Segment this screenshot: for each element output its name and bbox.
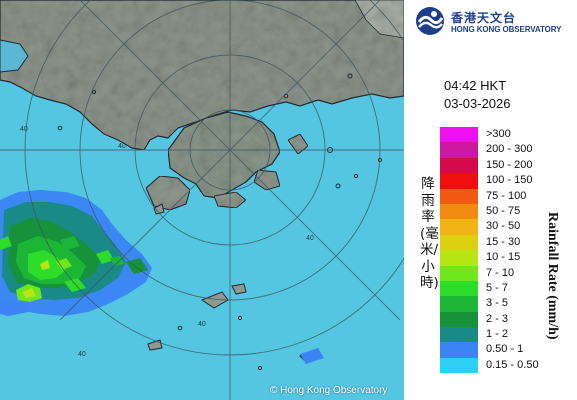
legend-swatch bbox=[440, 265, 478, 281]
legend-title-zh: 降雨率(毫米/小時) bbox=[420, 176, 439, 291]
range-ring-labels: 40 40 40 40 40 bbox=[20, 126, 314, 358]
legend-label: 15 - 30 bbox=[486, 235, 521, 248]
legend-item: 5 - 7 bbox=[440, 280, 575, 297]
legend-label: >300 bbox=[486, 128, 511, 140]
rainfall-rate-legend: >300 200 - 300 150 - 200 100 - 150 75 - 100 5… bbox=[440, 127, 575, 374]
legend-item: 1 - 2 bbox=[440, 327, 575, 343]
legend-label: 30 - 50 bbox=[486, 220, 521, 233]
legend-item: 100 - 150 bbox=[440, 173, 575, 189]
legend-label: 50 - 75 bbox=[486, 204, 521, 217]
legend-label: 0.15 - 0.50 bbox=[486, 358, 539, 371]
legend-label: 2 - 3 bbox=[486, 312, 509, 325]
legend-label: 5 - 7 bbox=[486, 281, 509, 294]
legend-item: 30 - 50 bbox=[440, 219, 575, 235]
legend-item: 50 - 75 bbox=[440, 203, 575, 220]
legend-label: 100 - 150 bbox=[486, 174, 533, 187]
range-ring-label: 40 bbox=[198, 321, 206, 328]
legend-item: 7 - 10 bbox=[440, 265, 575, 281]
radar-map-image: 40 40 40 40 40 bbox=[0, 0, 404, 400]
observation-date: 03-03-2026 bbox=[444, 96, 511, 111]
copyright-notice: © Hong Kong Observatory bbox=[270, 385, 388, 396]
legend-swatch bbox=[440, 234, 478, 251]
legend-swatch bbox=[440, 203, 478, 220]
observation-time: 04:42 HKT bbox=[444, 78, 507, 93]
legend-swatch bbox=[440, 342, 478, 358]
legend-item: 2 - 3 bbox=[440, 311, 575, 328]
legend-label: 75 - 100 bbox=[486, 189, 527, 202]
legend-swatch bbox=[440, 357, 478, 374]
range-ring-label: 40 bbox=[20, 126, 28, 133]
org-name-zh: 香港天文台 bbox=[451, 11, 517, 25]
hko-logo[interactable]: 香港天文台 HONG KONG OBSERVATORY bbox=[415, 6, 575, 38]
legend-label: 3 - 5 bbox=[486, 297, 509, 310]
legend-label: 150 - 200 bbox=[486, 158, 533, 171]
range-ring-label: 40 bbox=[78, 351, 86, 358]
legend-label: 1 - 2 bbox=[486, 328, 509, 341]
legend-swatch bbox=[440, 188, 478, 204]
range-rings bbox=[0, 0, 404, 400]
legend-swatch bbox=[440, 219, 478, 235]
legend-swatch bbox=[440, 127, 478, 143]
legend-item: 3 - 5 bbox=[440, 296, 575, 312]
legend-swatch bbox=[440, 173, 478, 189]
legend-label: 10 - 15 bbox=[486, 251, 521, 264]
rain-echoes bbox=[0, 190, 324, 364]
legend-item: 150 - 200 bbox=[440, 157, 575, 174]
range-ring-label: 40 bbox=[306, 235, 314, 242]
side-panel: 香港天文台 HONG KONG OBSERVATORY 04:42 HKT 03… bbox=[404, 0, 577, 400]
legend-swatch bbox=[440, 142, 478, 158]
legend-label: 200 - 300 bbox=[486, 143, 533, 156]
legend-swatch bbox=[440, 311, 478, 328]
legend-item: 10 - 15 bbox=[440, 250, 575, 266]
legend-item: 75 - 100 bbox=[440, 188, 575, 204]
legend-swatch bbox=[440, 157, 478, 174]
legend-item: 200 - 300 bbox=[440, 142, 575, 158]
legend-label: 0.50 - 1 bbox=[486, 343, 524, 356]
legend-item: 15 - 30 bbox=[440, 234, 575, 251]
hko-logo-icon bbox=[416, 7, 444, 35]
radar-map: 40 40 40 40 40 © Hong Kong Observatory bbox=[0, 0, 404, 400]
legend-title-en: Rainfall Rate (mm/h) bbox=[545, 212, 560, 340]
org-name-en: HONG KONG OBSERVATORY bbox=[451, 25, 562, 34]
range-ring-label: 40 bbox=[118, 143, 126, 150]
legend-swatch bbox=[440, 250, 478, 266]
legend-item: 0.50 - 1 bbox=[440, 342, 575, 358]
legend-swatch bbox=[440, 327, 478, 343]
legend-item: 0.15 - 0.50 bbox=[440, 357, 575, 374]
legend-swatch bbox=[440, 280, 478, 297]
legend-swatch bbox=[440, 296, 478, 312]
legend-label: 7 - 10 bbox=[486, 266, 515, 279]
hong-kong-island-group bbox=[167, 111, 281, 199]
legend-item: >300 bbox=[440, 127, 575, 143]
